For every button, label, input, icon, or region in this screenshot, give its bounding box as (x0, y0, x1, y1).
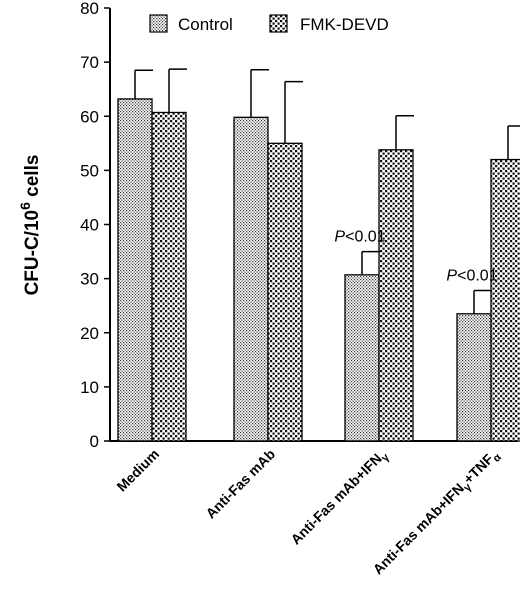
p-value-annotation-1: P<0.01 (446, 268, 497, 285)
bar-fmk-devd-3 (490, 158, 520, 442)
legend: Control FMK-DEVD (149, 14, 389, 34)
y-tick-label-60: 60 (80, 107, 99, 126)
y-tick-label-10: 10 (80, 378, 99, 397)
bar-control-3 (456, 313, 492, 442)
category-label-3: Anti-Fas mAb+IFNγ+TNFα (370, 446, 505, 581)
y-tick-label-20: 20 (80, 324, 99, 343)
y-tick-label-40: 40 (80, 216, 99, 235)
legend-label-fmk-devd: FMK-DEVD (300, 15, 389, 34)
y-tick-label-0: 0 (90, 432, 99, 451)
p-value-annotation-0: P<0.01 (334, 229, 385, 246)
bar-fmk-devd-1 (267, 142, 303, 442)
category-label-2: Anti-Fas mAb+IFNγ (287, 445, 392, 550)
y-tick-label-30: 30 (80, 270, 99, 289)
legend-label-control: Control (178, 15, 233, 34)
y-tick-label-80: 80 (80, 0, 99, 18)
y-tick-label-50: 50 (80, 161, 99, 180)
y-tick-label-70: 70 (80, 53, 99, 72)
bar-fmk-devd-0 (151, 111, 187, 442)
category-label-1: Anti-Fas mAb (202, 446, 278, 522)
bar-control-2 (344, 274, 380, 442)
bar-fmk-devd-2 (378, 149, 414, 442)
bar-control-0 (117, 98, 153, 442)
legend-swatch-control (149, 14, 168, 33)
bar-control-1 (233, 116, 269, 442)
y-axis-label: CFU-C/106 cells (17, 155, 43, 296)
legend-swatch-fmk-devd (269, 14, 288, 33)
category-label-0: Medium (113, 446, 162, 495)
